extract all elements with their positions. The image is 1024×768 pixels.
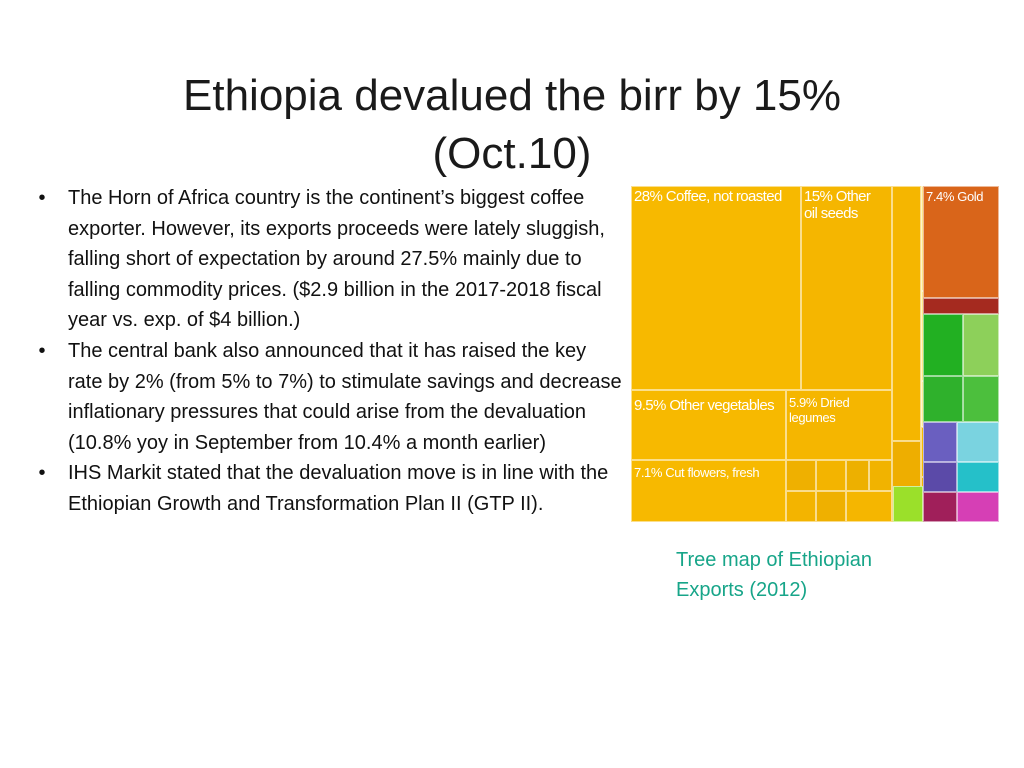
- treemap-vegetables-block: 9.5% Other vegetables: [631, 390, 786, 460]
- treemap-small-block: [923, 314, 963, 376]
- treemap-small-block: [892, 186, 921, 441]
- exports-treemap-image: 28% Coffee, not roasted 15% Other oil se…: [631, 186, 999, 522]
- treemap-vegetables-label: 9.5% Other vegetables: [634, 397, 775, 414]
- treemap-oil-seeds-label: 15% Other oil seeds: [804, 188, 871, 222]
- bullet-marker: •: [38, 339, 46, 362]
- bullet-text: IHS Markit stated that the devaluation m…: [68, 462, 609, 515]
- caption-line-2: Exports (2012): [676, 579, 808, 601]
- slide-title-line-2: (Oct.10): [432, 129, 592, 179]
- treemap-oil-seeds-block: 15% Other oil seeds: [801, 186, 892, 390]
- treemap-small-block: [957, 462, 999, 492]
- bullet-item-gtp: • IHS Markit stated that the devaluation…: [32, 458, 622, 519]
- slide-title-line-1: Ethiopia devalued the birr by 15%: [183, 71, 841, 121]
- treemap-small-block: [923, 376, 963, 422]
- treemap-small-block: [786, 460, 816, 491]
- bullet-text: The Horn of Africa country is the contin…: [68, 187, 605, 332]
- treemap-small-block: [846, 491, 892, 522]
- treemap-small-block: [963, 314, 999, 376]
- treemap-small-block: [923, 298, 999, 314]
- treemap-small-block: [963, 376, 999, 422]
- caption-line-1: Tree map of Ethiopian: [676, 549, 873, 571]
- treemap-small-block: [957, 422, 999, 462]
- slide-title: Ethiopia devalued the birr by 15% (Oct.1…: [60, 67, 964, 183]
- treemap-small-block: [869, 460, 892, 491]
- bullet-list: • The Horn of Africa country is the cont…: [32, 183, 622, 520]
- bullet-text: The central bank also announced that it …: [68, 339, 622, 454]
- treemap-small-block: [957, 492, 999, 522]
- treemap-small-block: [893, 486, 923, 522]
- treemap-coffee-label: 28% Coffee, not roasted: [634, 188, 782, 205]
- treemap-small-block: [923, 422, 957, 462]
- bullet-marker: •: [38, 187, 46, 209]
- treemap-small-block: [846, 460, 869, 491]
- treemap-small-block: [816, 460, 846, 491]
- treemap-small-block: [786, 491, 816, 522]
- treemap-flowers-label: 7.1% Cut flowers, fresh: [634, 465, 760, 480]
- treemap-legumes-block: 5.9% Dried legumes: [786, 390, 892, 460]
- treemap-coffee-block: 28% Coffee, not roasted: [631, 186, 801, 390]
- treemap-legumes-label: 5.9% Dried legumes: [789, 395, 850, 425]
- bullet-marker: •: [38, 462, 46, 485]
- treemap-flowers-block: 7.1% Cut flowers, fresh: [631, 460, 786, 522]
- bullet-item-coffee-exports: • The Horn of Africa country is the cont…: [32, 183, 622, 336]
- treemap-gold-label: 7.4% Gold: [926, 189, 984, 204]
- treemap-small-block: [816, 491, 846, 522]
- treemap-caption: Tree map of Ethiopian Exports (2012): [676, 545, 976, 605]
- treemap-small-block: [923, 462, 957, 492]
- treemap-gold-block: 7.4% Gold: [923, 186, 999, 298]
- treemap-small-block: [923, 492, 957, 522]
- bullet-item-key-rate: • The central bank also announced that i…: [32, 336, 622, 458]
